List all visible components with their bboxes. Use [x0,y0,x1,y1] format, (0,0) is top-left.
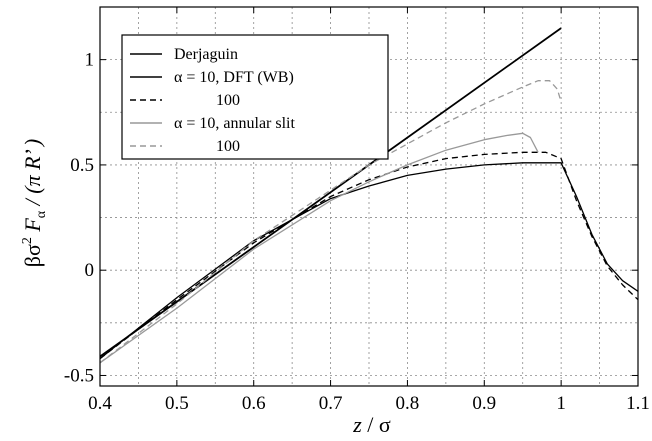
legend-label-4: α = 10, annular slit [174,115,296,132]
legend-label-2: α = 10, DFT (WB) [174,69,294,86]
series-line-2 [99,162,639,360]
y-tick-label: 1 [85,50,95,71]
y-axis-title: βσ2 Fα / (π R’ ) [20,139,49,267]
legend-label-5: 100 [216,138,240,155]
series-line-4 [99,132,539,364]
series-line-1 [99,27,562,358]
legend-label-3: 100 [216,92,240,109]
series-line-5 [99,80,562,364]
x-tick-label: 0.7 [319,393,343,414]
legend-box [121,34,389,160]
plot-frame [99,6,639,387]
y-tick-label: -0.5 [64,365,94,386]
y-tick-label: 0 [85,260,95,281]
x-tick-label: 0.5 [165,393,189,414]
x-tick-label: 1.1 [626,393,650,414]
x-tick-label: 1 [556,393,566,414]
series-line-3 [99,151,639,360]
axis-ticks: 0.4 0.5 0.6 0.7 0.8 0.9 1 1.1 -0.5 0 0.5 1 [64,7,650,414]
y-tick-label: 0.5 [70,155,94,176]
x-tick-label: 0.6 [242,393,266,414]
x-tick-label: 0.8 [396,393,420,414]
series-lines [99,27,639,364]
legend: Derjaguin α = 10, DFT (WB) 100 α = 10, annu… [121,34,389,160]
legend-label-1: Derjaguin [174,46,238,63]
x-tick-label: 0.9 [472,393,496,414]
x-tick-label: 0.4 [88,393,112,414]
x-axis-title: z / σ [352,412,391,437]
